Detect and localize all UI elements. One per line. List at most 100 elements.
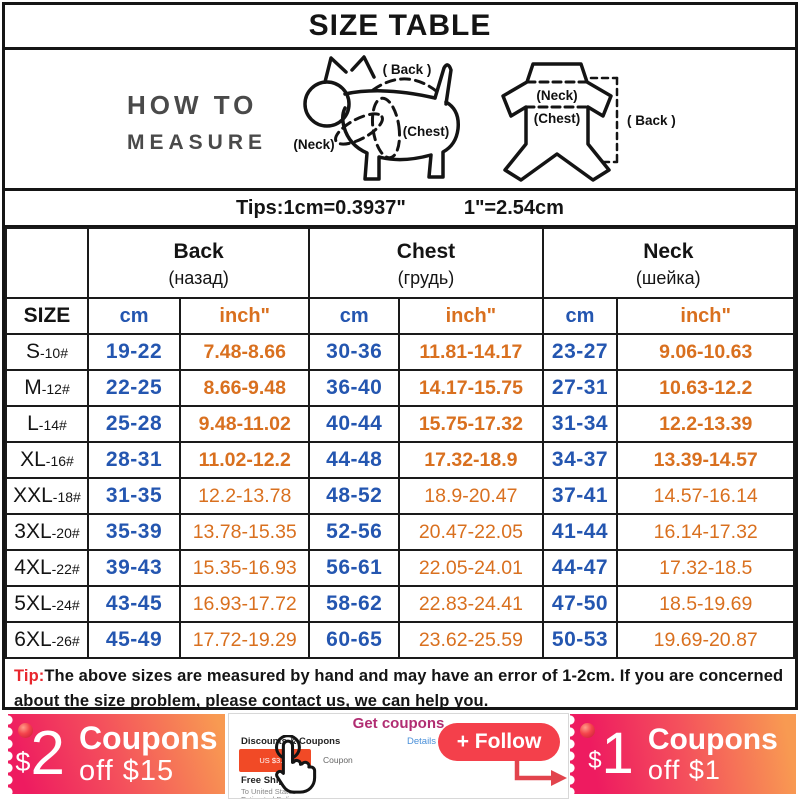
group-chest: Chest (грудь)	[308, 227, 544, 299]
size-column-header: SIZE	[5, 297, 89, 335]
size-cell: 4XL-22#	[5, 549, 89, 587]
group-neck: Neck (шейка)	[541, 227, 796, 299]
neck-cm-cell: 34-37	[541, 441, 619, 479]
size-table-body: S-10# 19-22 7.48-8.66 30-36 11.81-14.17 …	[5, 333, 795, 659]
neck-cm-cell: 31-34	[541, 405, 619, 443]
chest-cm-cell: 36-40	[308, 369, 401, 407]
chest-cm-cell: 30-36	[308, 333, 401, 371]
neck-inch-cell: 12.2-13.39	[616, 405, 795, 443]
measure-section: HOW TO MEASURE ( Back ) (C	[5, 50, 795, 191]
promo-strip: $2 Coupons off $15 Get coupons Discounts…	[0, 710, 800, 800]
neck-inch-cell: 14.57-16.14	[616, 477, 795, 515]
garment-back-label: ( Back )	[627, 113, 676, 128]
back-inch-cell: 13.78-15.35	[179, 513, 311, 551]
follow-button[interactable]: + Follow	[438, 723, 560, 761]
delivery-label: Estimated Delivery ...	[241, 794, 312, 799]
tip-text: The above sizes are measured by hand and…	[14, 667, 784, 710]
chest-cm-cell: 56-61	[308, 549, 401, 587]
table-row: S-10# 19-22 7.48-8.66 30-36 11.81-14.17 …	[5, 333, 795, 371]
back-inch-cell: 11.02-12.2	[179, 441, 311, 479]
chest-inch-cell: 14.17-15.75	[398, 369, 544, 407]
neck-inch-cell: 17.32-18.5	[616, 549, 795, 587]
table-row: XXL-18# 31-35 12.2-13.78 48-52 18.9-20.4…	[5, 477, 795, 515]
chest-inch-cell: 22.05-24.01	[398, 549, 544, 587]
chest-inch-header: inch"	[398, 297, 544, 335]
neck-inch-cell: 10.63-12.2	[616, 369, 795, 407]
dog-chest-label: (Chest)	[403, 124, 450, 139]
coupon-2-off-15[interactable]: $2 Coupons off $15	[8, 714, 225, 794]
back-inch-cell: 15.35-16.93	[179, 549, 311, 587]
chest-inch-cell: 18.9-20.47	[398, 477, 544, 515]
size-cell: L-14#	[5, 405, 89, 443]
tip-label: Tip:	[14, 667, 45, 685]
tips-inch-to-cm: 1"=2.54cm	[463, 196, 564, 219]
table-row: L-14# 25-28 9.48-11.02 40-44 15.75-17.32…	[5, 405, 795, 443]
neck-cm-cell: 44-47	[541, 549, 619, 587]
back-cm-cell: 19-22	[86, 333, 182, 371]
neck-cm-cell: 50-53	[541, 621, 619, 659]
back-inch-cell: 8.66-9.48	[179, 369, 311, 407]
neck-cm-cell: 47-50	[541, 585, 619, 623]
back-inch-cell: 17.72-19.29	[179, 621, 311, 659]
tip-note: Tip:The above sizes are measured by hand…	[5, 659, 795, 714]
chest-inch-cell: 22.83-24.41	[398, 585, 544, 623]
chest-inch-cell: 20.47-22.05	[398, 513, 544, 551]
free-shipping-label: Free Shipping	[241, 775, 305, 786]
title-bar: SIZE TABLE	[5, 5, 795, 50]
garment-diagram-icon: (Neck) (Chest) ( Back )	[501, 62, 676, 182]
group-back: Back (назад)	[86, 227, 311, 299]
back-cm-cell: 45-49	[86, 621, 182, 659]
neck-cm-cell: 23-27	[541, 333, 619, 371]
chest-cm-cell: 52-56	[308, 513, 401, 551]
chest-cm-cell: 58-62	[308, 585, 401, 623]
garment-neck-label: (Neck)	[536, 88, 577, 103]
tips-cm-to-inch: Tips:1cm=0.3937"	[236, 196, 406, 219]
back-cm-cell: 25-28	[86, 405, 182, 443]
neck-cm-cell: 37-41	[541, 477, 619, 515]
back-cm-cell: 22-25	[86, 369, 182, 407]
back-cm-cell: 28-31	[86, 441, 182, 479]
back-cm-cell: 43-45	[86, 585, 182, 623]
neck-inch-cell: 13.39-14.57	[616, 441, 795, 479]
dog-back-label: ( Back )	[383, 62, 432, 77]
neck-inch-cell: 16.14-17.32	[616, 513, 795, 551]
dog-diagram-icon: ( Back ) (Chest) (Neck)	[293, 55, 460, 181]
chest-inch-cell: 11.81-14.17	[398, 333, 544, 371]
size-cell: M-12#	[5, 369, 89, 407]
coupon-1-off-1[interactable]: $1 Coupons off $1	[570, 714, 796, 794]
size-cell: 6XL-26#	[5, 621, 89, 659]
table-row: 4XL-22# 39-43 15.35-16.93 56-61 22.05-24…	[5, 549, 795, 587]
back-cm-cell: 39-43	[86, 549, 182, 587]
table-row: 6XL-26# 45-49 17.72-19.29 60-65 23.62-25…	[5, 621, 795, 659]
table-row: XL-16# 28-31 11.02-12.2 44-48 17.32-18.9…	[5, 441, 795, 479]
table-row: M-12# 22-25 8.66-9.48 36-40 14.17-15.75 …	[5, 369, 795, 407]
size-cell: S-10#	[5, 333, 89, 371]
back-inch-cell: 9.48-11.02	[179, 405, 311, 443]
neck-inch-cell: 18.5-19.69	[616, 585, 795, 623]
get-coupons-label: Get coupons	[352, 715, 445, 732]
neck-cm-cell: 27-31	[541, 369, 619, 407]
chest-cm-cell: 40-44	[308, 405, 401, 443]
details-link[interactable]: Details	[407, 736, 437, 747]
chest-cm-cell: 48-52	[308, 477, 401, 515]
back-inch-cell: 16.93-17.72	[179, 585, 311, 623]
size-chart-box: SIZE TABLE HOW TO MEASURE	[2, 2, 798, 710]
page-title: SIZE TABLE	[308, 9, 492, 42]
back-inch-cell: 12.2-13.78	[179, 477, 311, 515]
size-cell: XL-16#	[5, 441, 89, 479]
chest-inch-cell: 23.62-25.59	[398, 621, 544, 659]
chest-cm-header: cm	[308, 297, 401, 335]
neck-inch-header: inch"	[616, 297, 795, 335]
chest-cm-cell: 60-65	[308, 621, 401, 659]
coupon-label: Coupon	[323, 755, 353, 765]
size-table: Back (назад) Chest (грудь) Neck (шейка) …	[5, 227, 796, 659]
chest-inch-cell: 15.75-17.32	[398, 405, 544, 443]
back-inch-header: inch"	[179, 297, 311, 335]
size-cell: XXL-18#	[5, 477, 89, 515]
back-inch-cell: 7.48-8.66	[179, 333, 311, 371]
how-to-measure-label: HOW TO MEASURE	[127, 90, 268, 154]
back-cm-cell: 31-35	[86, 477, 182, 515]
table-row: 3XL-20# 35-39 13.78-15.35 52-56 20.47-22…	[5, 513, 795, 551]
dog-neck-label: (Neck)	[293, 137, 334, 152]
